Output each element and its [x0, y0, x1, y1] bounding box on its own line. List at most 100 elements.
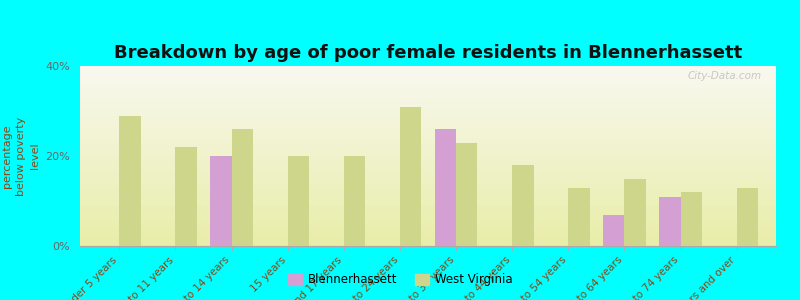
Bar	[80, 196, 776, 197]
Bar	[80, 156, 776, 158]
Bar	[80, 102, 776, 104]
Bar	[80, 178, 776, 179]
Bar	[456, 142, 478, 246]
Bar	[80, 113, 776, 115]
Legend: Blennerhassett, West Virginia: Blennerhassett, West Virginia	[282, 269, 518, 291]
Bar	[210, 156, 231, 246]
Bar	[80, 89, 776, 91]
Bar	[80, 185, 776, 187]
Bar	[80, 230, 776, 232]
Bar	[80, 95, 776, 97]
Bar	[80, 122, 776, 124]
Bar	[80, 82, 776, 84]
Bar	[80, 125, 776, 127]
Bar	[80, 188, 776, 190]
Bar	[344, 156, 365, 246]
Bar	[80, 149, 776, 151]
Bar	[80, 239, 776, 241]
Bar	[80, 145, 776, 147]
Bar	[80, 201, 776, 203]
Bar	[231, 129, 253, 246]
Bar	[80, 66, 776, 68]
Bar	[80, 68, 776, 70]
Bar	[80, 172, 776, 174]
Bar	[80, 88, 776, 89]
Bar	[80, 131, 776, 133]
Bar	[568, 188, 590, 246]
Bar	[80, 244, 776, 246]
Bar	[434, 129, 456, 246]
Bar	[512, 165, 534, 246]
Bar	[80, 80, 776, 82]
Bar	[80, 134, 776, 136]
Bar	[80, 187, 776, 188]
Bar	[80, 174, 776, 176]
Bar	[80, 77, 776, 79]
Bar	[80, 107, 776, 109]
Bar	[80, 84, 776, 86]
Bar	[681, 192, 702, 246]
Bar	[80, 129, 776, 131]
Bar	[80, 79, 776, 80]
Bar	[80, 223, 776, 224]
Bar	[80, 221, 776, 223]
Y-axis label: percentage
below poverty
level: percentage below poverty level	[2, 116, 40, 196]
Bar	[288, 156, 309, 246]
Bar	[80, 71, 776, 73]
Bar	[80, 138, 776, 140]
Bar	[80, 208, 776, 210]
Bar	[80, 205, 776, 206]
Bar	[737, 188, 758, 246]
Bar	[80, 163, 776, 165]
Bar	[80, 147, 776, 149]
Bar	[603, 214, 625, 246]
Bar	[80, 235, 776, 237]
Bar	[400, 106, 422, 246]
Bar	[80, 212, 776, 214]
Bar	[80, 109, 776, 111]
Bar	[80, 206, 776, 208]
Bar	[80, 192, 776, 194]
Bar	[80, 183, 776, 185]
Bar	[80, 75, 776, 77]
Bar	[80, 100, 776, 102]
Bar	[80, 111, 776, 113]
Bar	[80, 73, 776, 75]
Bar	[80, 160, 776, 161]
Bar	[80, 86, 776, 88]
Bar	[80, 170, 776, 172]
Bar	[80, 142, 776, 143]
Bar	[80, 154, 776, 156]
Bar	[119, 116, 141, 246]
Bar	[80, 217, 776, 219]
Bar	[175, 147, 197, 246]
Bar	[80, 237, 776, 239]
Bar	[80, 120, 776, 122]
Bar	[80, 190, 776, 192]
Text: City-Data.com: City-Data.com	[688, 71, 762, 81]
Bar	[80, 215, 776, 217]
Bar	[80, 199, 776, 201]
Bar	[659, 196, 681, 246]
Bar	[80, 70, 776, 71]
Bar	[80, 136, 776, 138]
Bar	[80, 104, 776, 106]
Bar	[80, 241, 776, 242]
Bar	[80, 219, 776, 221]
Bar	[80, 161, 776, 163]
Bar	[625, 178, 646, 246]
Bar	[80, 169, 776, 170]
Bar	[80, 133, 776, 134]
Bar	[80, 98, 776, 100]
Bar	[80, 197, 776, 199]
Bar	[80, 203, 776, 205]
Bar	[80, 152, 776, 154]
Bar	[80, 176, 776, 178]
Bar	[80, 179, 776, 181]
Bar	[80, 158, 776, 160]
Bar	[80, 224, 776, 226]
Bar	[80, 242, 776, 244]
Bar	[80, 97, 776, 98]
Bar	[80, 127, 776, 129]
Bar	[80, 228, 776, 230]
